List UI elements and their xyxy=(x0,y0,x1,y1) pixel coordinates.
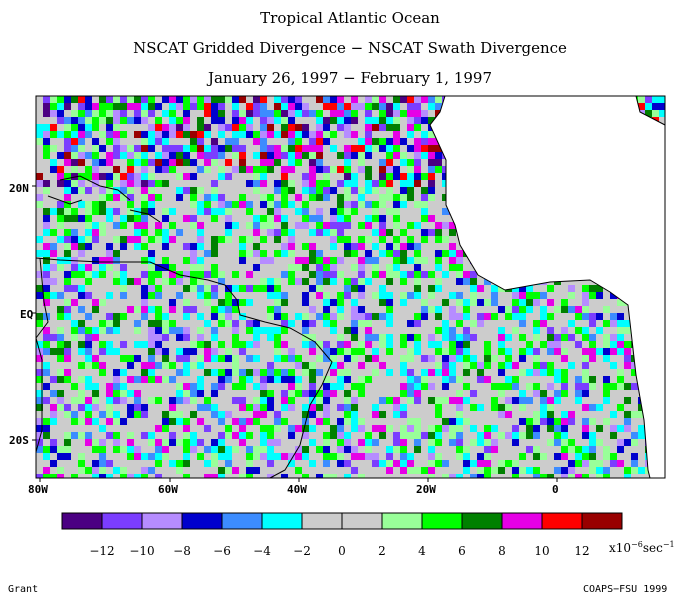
colorbar-tick-label: −8 xyxy=(173,544,191,558)
colorbar-tick-label: 0 xyxy=(338,544,346,558)
title-dates: January 26, 1997 − February 1, 1997 xyxy=(207,69,493,87)
coastline xyxy=(47,195,83,205)
lat-label-20s: 20S xyxy=(9,434,29,447)
colorbar-tick-label: −12 xyxy=(89,544,115,558)
lat-label-eq: EQ xyxy=(20,308,34,321)
colorbar-tick-label: 6 xyxy=(458,544,466,558)
lon-label-20w: 20W xyxy=(416,483,436,496)
colorbar-swatch xyxy=(221,512,263,530)
colorbar-swatch xyxy=(301,512,343,530)
colorbar-tick-label: −4 xyxy=(253,544,271,558)
lon-label-40w: 40W xyxy=(287,483,307,496)
coastline xyxy=(129,209,161,223)
colorbar-swatch xyxy=(141,512,183,530)
colorbar-swatch xyxy=(581,512,623,530)
colorbar-swatch xyxy=(381,512,423,530)
colorbar-swatch xyxy=(341,512,383,530)
colorbar-swatch xyxy=(421,512,463,530)
footer-author: Grant xyxy=(8,584,39,595)
colorbar-tick-label: 2 xyxy=(378,544,386,558)
colorbar-tick-label: 12 xyxy=(574,544,590,558)
lon-label-0: 0 xyxy=(552,483,559,496)
coastline xyxy=(635,95,666,126)
colorbar-swatch xyxy=(461,512,503,530)
coastline xyxy=(35,257,49,339)
colorbar-swatch xyxy=(261,512,303,530)
colorbar-tick-label: 4 xyxy=(418,544,426,558)
coastline xyxy=(35,257,333,479)
lat-label-20n: 20N xyxy=(9,182,29,195)
lon-label-80w: 80W xyxy=(28,483,48,496)
colorbar-swatch xyxy=(501,512,543,530)
lon-label-60w: 60W xyxy=(158,483,178,496)
title-region: Tropical Atlantic Ocean xyxy=(260,9,440,27)
colorbar-tick-label: 8 xyxy=(498,544,506,558)
colorbar-swatch xyxy=(181,512,223,530)
coastline xyxy=(429,95,651,479)
colorbar-tick-label: −2 xyxy=(293,544,311,558)
colorbar-tick-label: −10 xyxy=(129,544,155,558)
coastline xyxy=(59,175,131,201)
colorbar-swatch xyxy=(101,512,143,530)
title-field: NSCAT Gridded Divergence − NSCAT Swath D… xyxy=(133,39,567,57)
coastline xyxy=(35,337,43,453)
colorbar-swatch xyxy=(541,512,583,530)
colorbar xyxy=(61,512,623,530)
colorbar-tick-label: −6 xyxy=(213,544,231,558)
colorbar-swatch xyxy=(61,512,103,530)
footer-credit: COAPS−FSU 1999 xyxy=(583,584,668,595)
colorbar-tick-label: 10 xyxy=(534,544,550,558)
map-frame xyxy=(35,95,666,479)
colorbar-unit: x10−6sec−1 xyxy=(609,540,675,555)
